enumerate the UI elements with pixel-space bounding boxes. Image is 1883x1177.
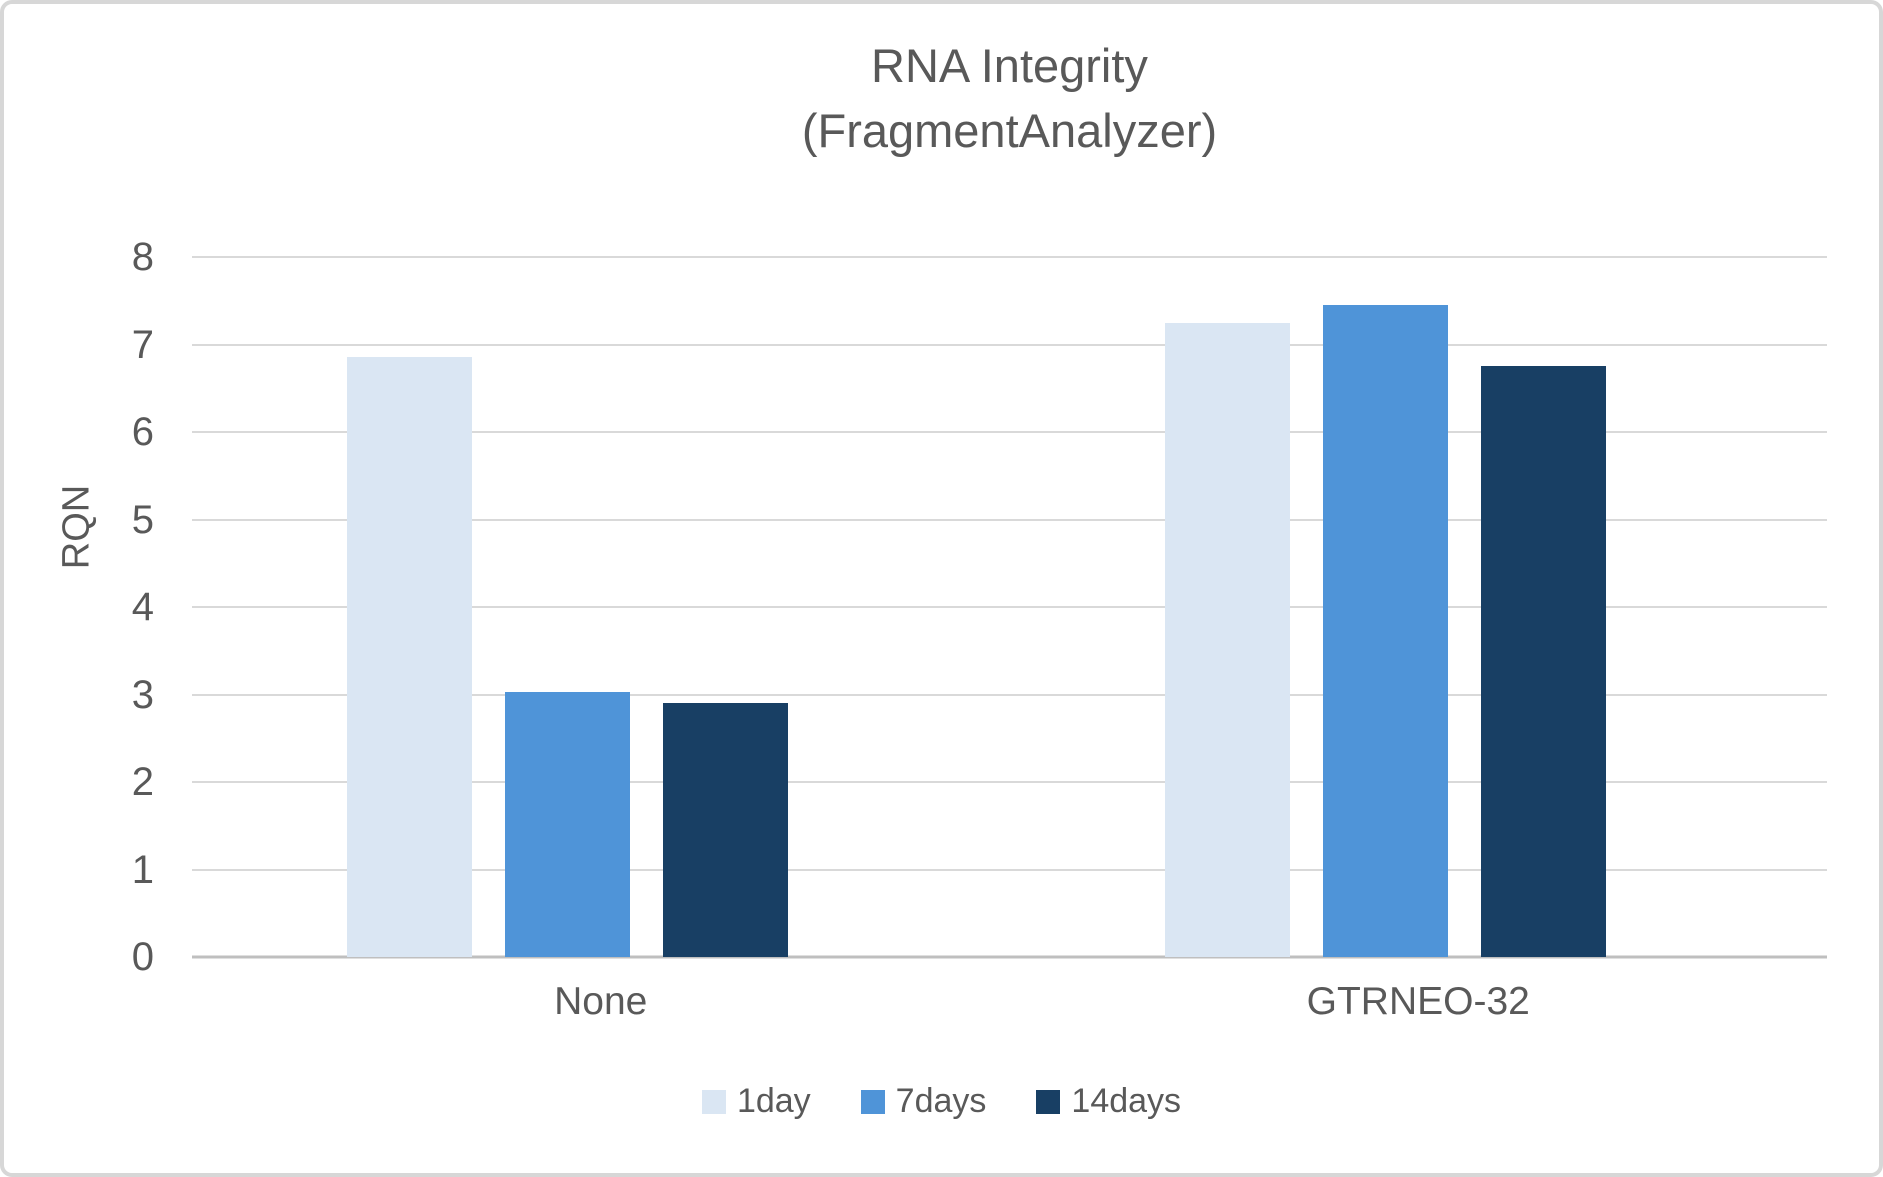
legend-swatch-14days xyxy=(1036,1089,1061,1114)
y-tick-label-8: 8 xyxy=(131,235,154,279)
y-tick-label-2: 2 xyxy=(131,760,154,804)
bar-gtrneo-32-7days xyxy=(1322,305,1448,957)
gridline-6 xyxy=(192,431,1827,433)
legend: 1day 7days 14days xyxy=(4,1082,1879,1121)
bar-none-1day xyxy=(347,356,472,957)
legend-label-7days: 7days xyxy=(895,1082,987,1120)
x-category-label-gtrneo-32: GTRNEO-32 xyxy=(1306,980,1530,1023)
gridline-2 xyxy=(192,781,1827,783)
legend-label-14days: 14days xyxy=(1071,1082,1182,1120)
y-tick-label-6: 6 xyxy=(131,410,154,454)
bar-groups xyxy=(192,257,1827,957)
gridline-4 xyxy=(192,606,1827,608)
plot-area xyxy=(192,256,1827,959)
gridline-1 xyxy=(192,868,1827,871)
legend-item-1day: 1day xyxy=(701,1082,811,1121)
y-tick-label-7: 7 xyxy=(131,322,154,367)
x-category-label-none: None xyxy=(554,980,648,1023)
legend-swatch-7days xyxy=(860,1089,885,1114)
bar-gtrneo-32-14days xyxy=(1480,366,1606,957)
gridline-8 xyxy=(192,256,1827,258)
y-tick-label-5: 5 xyxy=(131,497,154,542)
legend-item-14days: 14days xyxy=(1036,1082,1181,1121)
gridline-5 xyxy=(192,518,1827,521)
y-tick-label-1: 1 xyxy=(131,847,154,892)
chart-title: RNA Integrity (FragmentAnalyzer) xyxy=(192,34,1827,164)
chart-title-line1: RNA Integrity xyxy=(871,39,1148,92)
x-axis-line xyxy=(192,955,1827,959)
gridline-3 xyxy=(192,693,1827,696)
bar-group-none xyxy=(192,257,1010,957)
bar-none-14days xyxy=(663,703,788,957)
y-tick-label-0: 0 xyxy=(131,935,154,979)
legend-label-1day: 1day xyxy=(736,1082,811,1120)
bar-group-gtrneo-32 xyxy=(1010,257,1828,957)
y-tick-label-4: 4 xyxy=(131,585,154,629)
chart-title-line2: (FragmentAnalyzer) xyxy=(801,103,1218,157)
bar-none-7days xyxy=(505,691,630,957)
y-tick-label-3: 3 xyxy=(131,672,154,717)
legend-item-7days: 7days xyxy=(860,1082,987,1121)
legend-swatch-1day xyxy=(701,1089,726,1114)
gridline-7 xyxy=(192,343,1827,346)
bar-gtrneo-32-1day xyxy=(1164,322,1290,957)
x-axis-category-labels: None GTRNEO-32 xyxy=(192,980,1827,1024)
y-axis-title: RQN xyxy=(55,484,98,570)
